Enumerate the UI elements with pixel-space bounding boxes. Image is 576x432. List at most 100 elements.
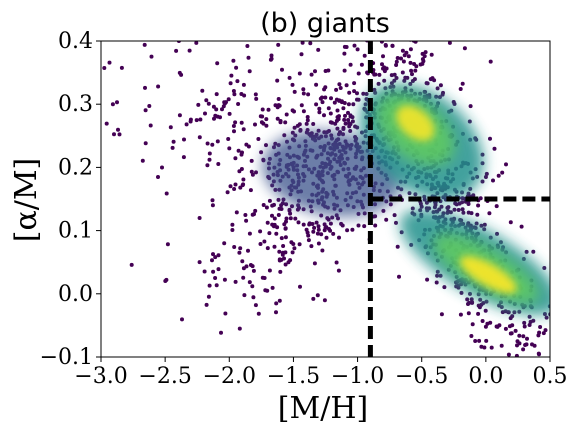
scatter-point <box>377 72 382 77</box>
scatter-point <box>317 110 322 115</box>
scatter-point <box>205 141 210 146</box>
scatter-point <box>336 268 341 273</box>
scatter-point <box>462 46 467 51</box>
scatter-point <box>291 242 296 246</box>
scatter-point <box>177 70 182 75</box>
scatter-point <box>301 222 306 227</box>
scatter-point <box>389 81 394 86</box>
scatter-point <box>309 72 314 77</box>
scatter-point <box>269 56 274 61</box>
scatter-point <box>215 139 220 144</box>
scatter-point <box>554 358 558 362</box>
scatter-point <box>256 311 261 316</box>
scatter-point <box>227 146 232 151</box>
scatter-point <box>107 60 112 65</box>
scatter-point <box>292 89 297 94</box>
scatter-point <box>287 75 292 80</box>
scatter-point <box>274 301 279 306</box>
scatter-point <box>561 352 565 356</box>
scatter-point <box>479 302 484 307</box>
scatter-point <box>453 201 458 206</box>
scatter-point <box>571 345 575 349</box>
scatter-point <box>318 96 323 101</box>
scatter-point <box>425 81 430 86</box>
scatter-point <box>277 249 282 254</box>
scatter-point <box>466 302 470 306</box>
scatter-point <box>305 230 310 235</box>
scatter-point <box>447 41 452 45</box>
scatter-point <box>352 43 357 48</box>
scatter-point <box>353 124 358 129</box>
scatter-point <box>215 114 220 119</box>
scatter-point <box>394 22 398 26</box>
scatter-point <box>416 20 420 24</box>
y-axis: −0.1 0.0 0.1 0.2 0.3 0.4 <box>40 29 101 370</box>
y-axis-label: [α/M] <box>9 158 44 243</box>
scatter-point <box>241 275 246 280</box>
scatter-point <box>326 68 331 73</box>
scatter-point <box>330 0 334 4</box>
scatter-point <box>288 216 293 221</box>
scatter-point <box>234 65 239 70</box>
scatter-point <box>187 48 192 53</box>
scatter-point <box>356 71 361 76</box>
scatter-point <box>204 302 209 307</box>
scatter-point <box>347 90 352 95</box>
scatter-point <box>389 73 394 78</box>
scatter-point <box>341 106 346 111</box>
scatter-point <box>163 279 168 283</box>
scatter-point <box>316 227 321 232</box>
scatter-point <box>312 261 317 266</box>
scatter-point <box>488 59 493 64</box>
scatter-point <box>297 242 302 247</box>
scatter-point <box>267 198 272 203</box>
scatter-point <box>510 314 515 319</box>
scatter-point <box>232 245 237 249</box>
scatter-point <box>424 200 429 205</box>
scatter-point <box>219 330 223 335</box>
scatter-point <box>347 124 352 129</box>
scatter-point <box>406 54 411 59</box>
scatter-point <box>384 217 389 222</box>
scatter-point <box>274 310 278 315</box>
scatter-point <box>264 143 268 148</box>
x-tick-label: −2.5 <box>138 364 191 389</box>
scatter-point <box>253 303 258 308</box>
scatter-point <box>460 207 465 212</box>
scatter-point <box>373 214 378 219</box>
scatter-point <box>165 242 170 247</box>
scatter-point <box>420 61 425 66</box>
scatter-point <box>164 191 169 196</box>
scatter-point <box>273 103 278 108</box>
scatter-point <box>438 83 443 88</box>
scatter-point <box>398 26 402 30</box>
scatter-point <box>456 208 461 212</box>
scatter-point <box>327 227 331 231</box>
scatter-point <box>290 250 295 255</box>
scatter-point <box>241 127 246 132</box>
scatter-point <box>342 117 347 122</box>
scatter-point <box>344 83 349 88</box>
scatter-point <box>355 91 359 96</box>
scatter-point <box>247 280 252 285</box>
scatter-point <box>461 210 466 215</box>
scatter-point <box>231 89 236 93</box>
scatter-point <box>336 216 340 221</box>
scatter-point <box>439 204 444 209</box>
scatter-point <box>410 72 414 77</box>
scatter-point <box>216 267 221 272</box>
scatter-point <box>214 283 219 288</box>
scatter-point <box>299 103 304 108</box>
scatter-point <box>334 87 339 92</box>
scatter-point <box>521 366 525 370</box>
scatter-point <box>348 114 353 119</box>
scatter-point <box>548 390 552 394</box>
scatter-point <box>156 175 160 179</box>
scatter-point <box>423 21 427 25</box>
scatter-point <box>281 244 286 248</box>
scatter-point <box>522 320 527 325</box>
scatter-point <box>509 331 514 336</box>
scatter-point <box>213 276 218 280</box>
scatter-point <box>233 156 238 161</box>
scatter-point <box>531 249 536 254</box>
